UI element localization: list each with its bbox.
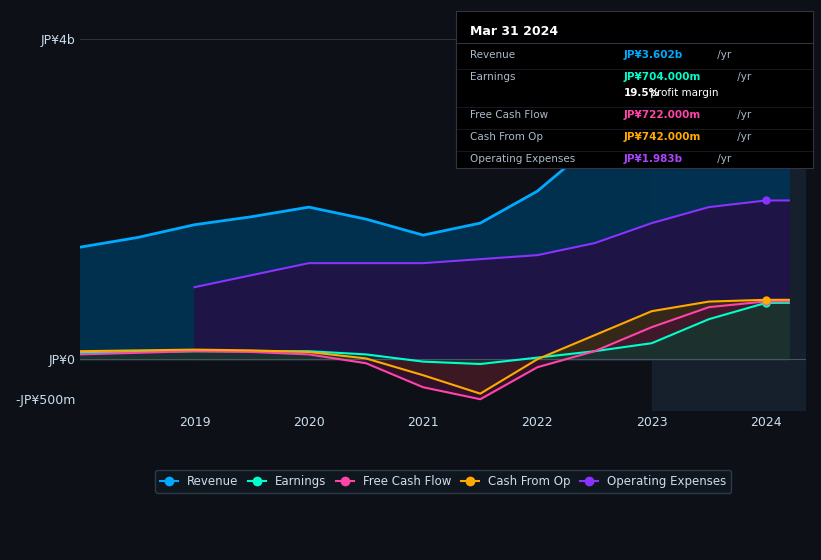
Text: JP¥704.000m: JP¥704.000m bbox=[623, 72, 701, 82]
Text: Mar 31 2024: Mar 31 2024 bbox=[470, 25, 558, 38]
Text: JP¥3.602b: JP¥3.602b bbox=[623, 50, 683, 60]
Text: Earnings: Earnings bbox=[470, 72, 516, 82]
Text: /yr: /yr bbox=[733, 110, 750, 120]
Text: /yr: /yr bbox=[733, 132, 750, 142]
Text: Operating Expenses: Operating Expenses bbox=[470, 153, 576, 164]
Text: /yr: /yr bbox=[713, 153, 731, 164]
Text: profit margin: profit margin bbox=[647, 88, 718, 98]
Text: JP¥742.000m: JP¥742.000m bbox=[623, 132, 701, 142]
Text: JP¥722.000m: JP¥722.000m bbox=[623, 110, 701, 120]
Text: /yr: /yr bbox=[733, 72, 750, 82]
Text: Revenue: Revenue bbox=[470, 50, 515, 60]
Text: /yr: /yr bbox=[713, 50, 731, 60]
Bar bbox=[652, 15, 806, 411]
Text: JP¥1.983b: JP¥1.983b bbox=[623, 153, 682, 164]
Text: 19.5%: 19.5% bbox=[623, 88, 659, 98]
Legend: Revenue, Earnings, Free Cash Flow, Cash From Op, Operating Expenses: Revenue, Earnings, Free Cash Flow, Cash … bbox=[155, 470, 731, 492]
Text: Free Cash Flow: Free Cash Flow bbox=[470, 110, 548, 120]
Text: Cash From Op: Cash From Op bbox=[470, 132, 543, 142]
